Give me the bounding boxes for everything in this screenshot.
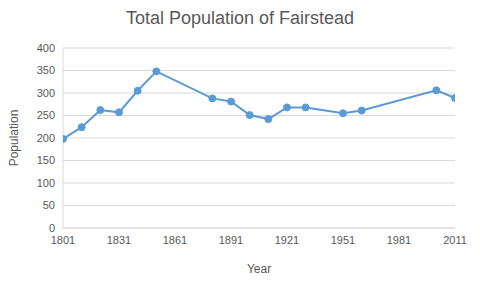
svg-text:1891: 1891 <box>219 234 243 246</box>
svg-text:250: 250 <box>37 109 55 121</box>
svg-text:50: 50 <box>43 199 55 211</box>
svg-text:1861: 1861 <box>163 234 187 246</box>
svg-text:100: 100 <box>37 177 55 189</box>
svg-text:1981: 1981 <box>387 234 411 246</box>
svg-text:150: 150 <box>37 154 55 166</box>
svg-text:1951: 1951 <box>331 234 355 246</box>
svg-text:0: 0 <box>49 222 55 234</box>
svg-text:200: 200 <box>37 132 55 144</box>
svg-text:1801: 1801 <box>51 234 75 246</box>
svg-text:400: 400 <box>37 42 55 54</box>
svg-text:Year: Year <box>247 262 271 276</box>
svg-text:1831: 1831 <box>107 234 131 246</box>
svg-text:1921: 1921 <box>275 234 299 246</box>
svg-text:Population: Population <box>8 110 21 167</box>
html-text:Total Population of Fairstead: Total Population of Fairstead <box>125 8 355 28</box>
svg-text:300: 300 <box>37 87 55 99</box>
svg-text:350: 350 <box>37 64 55 76</box>
svg-text:2011: 2011 <box>443 234 467 246</box>
